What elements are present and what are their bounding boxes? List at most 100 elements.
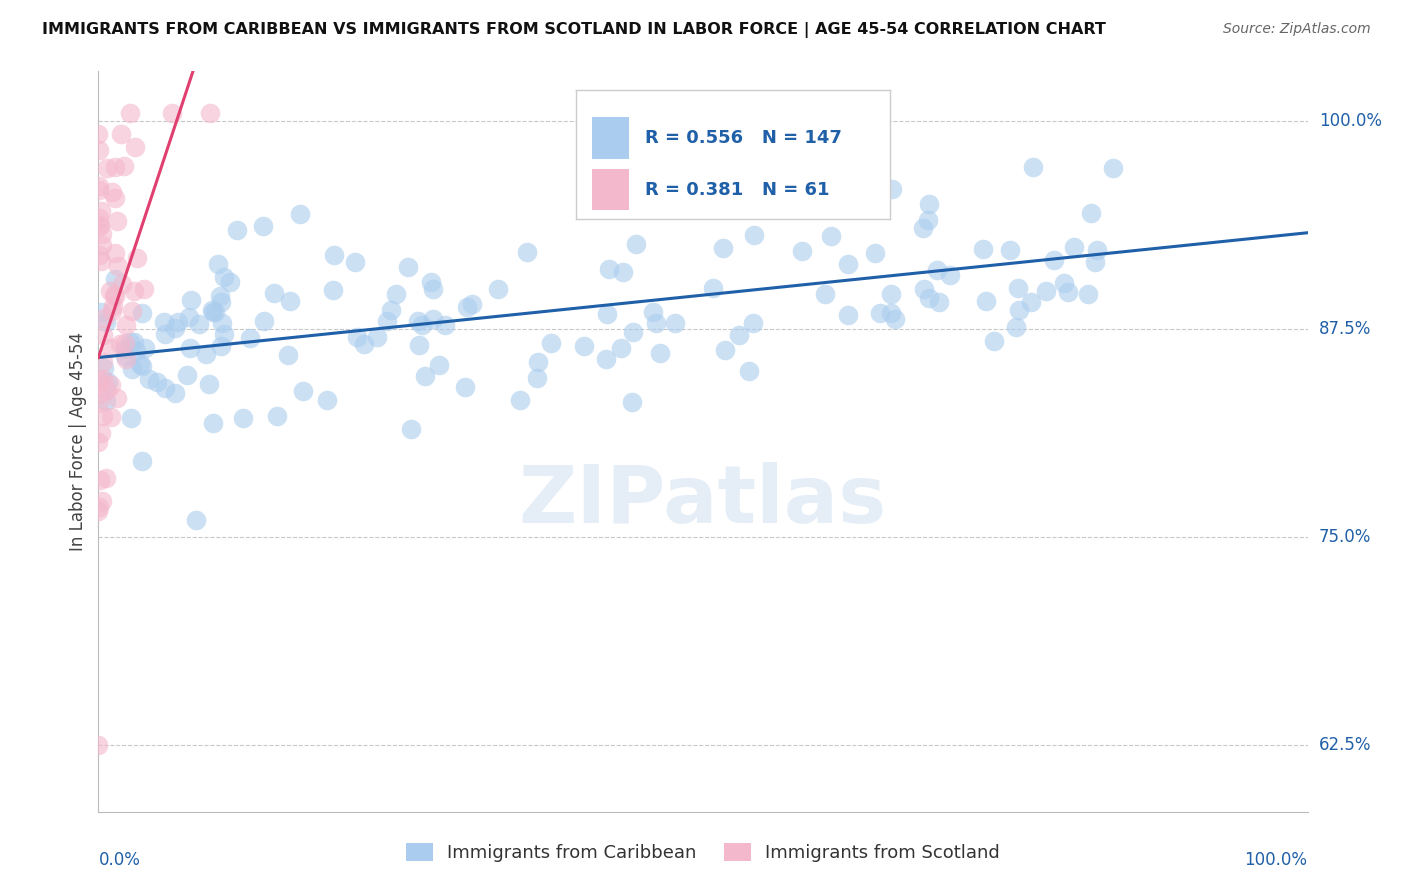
Point: [278, 294, 301, 309]
Point: [1019, 295, 1042, 310]
Point: [160, 106, 183, 120]
Point: [87, 738, 110, 752]
Point: [911, 221, 934, 235]
Point: [131, 359, 153, 373]
Point: [380, 303, 402, 318]
Point: [180, 293, 202, 307]
Point: [790, 244, 813, 259]
Text: 62.5%: 62.5%: [1319, 736, 1371, 754]
Point: [540, 335, 562, 350]
Point: [253, 314, 276, 328]
Text: ZIPatlas: ZIPatlas: [519, 462, 887, 540]
Point: [837, 308, 859, 322]
Point: [118, 106, 141, 120]
Point: [112, 159, 135, 173]
Point: [396, 260, 419, 274]
Point: [131, 454, 153, 468]
Point: [87, 211, 110, 226]
Point: [741, 316, 763, 330]
Text: 100.0%: 100.0%: [1319, 112, 1382, 130]
Point: [114, 349, 136, 363]
Point: [198, 377, 221, 392]
Point: [207, 257, 229, 271]
Point: [91, 328, 114, 343]
Point: [810, 164, 832, 178]
Point: [434, 318, 457, 332]
Point: [114, 351, 136, 366]
Point: [91, 238, 114, 252]
Point: [212, 270, 235, 285]
Point: [526, 371, 548, 385]
Point: [89, 473, 111, 487]
Point: [239, 331, 262, 345]
Point: [121, 362, 143, 376]
Point: [702, 281, 724, 295]
Text: 100.0%: 100.0%: [1244, 851, 1308, 869]
Point: [131, 306, 153, 320]
Point: [87, 248, 110, 262]
Point: [263, 286, 285, 301]
Point: [90, 203, 112, 218]
Point: [194, 347, 217, 361]
Point: [983, 334, 1005, 349]
Point: [163, 320, 186, 334]
Point: [100, 377, 122, 392]
Point: [110, 127, 132, 141]
Point: [94, 314, 117, 328]
Point: [291, 384, 314, 398]
Y-axis label: In Labor Force | Age 45-54: In Labor Force | Age 45-54: [69, 332, 87, 551]
Point: [620, 395, 643, 409]
Point: [918, 196, 941, 211]
Point: [98, 284, 121, 298]
Point: [124, 140, 146, 154]
Text: 75.0%: 75.0%: [1319, 528, 1371, 546]
Point: [202, 416, 225, 430]
Point: [461, 297, 484, 311]
Point: [115, 318, 138, 332]
Point: [104, 161, 127, 175]
Point: [91, 355, 114, 369]
Point: [202, 305, 225, 319]
Point: [422, 312, 444, 326]
Point: [641, 305, 664, 319]
Point: [1063, 240, 1085, 254]
Point: [89, 179, 111, 194]
Point: [187, 317, 209, 331]
Point: [87, 373, 110, 387]
Point: [917, 213, 939, 227]
Point: [1043, 253, 1066, 268]
Point: [1085, 243, 1108, 257]
Point: [184, 513, 207, 527]
Point: [1000, 244, 1022, 258]
Point: [176, 368, 198, 382]
Point: [97, 376, 120, 390]
Point: [1056, 285, 1078, 300]
Point: [101, 299, 124, 313]
Point: [118, 334, 141, 349]
Point: [728, 328, 751, 343]
Legend: Immigrants from Caribbean, Immigrants from Scotland: Immigrants from Caribbean, Immigrants fr…: [399, 836, 1007, 870]
Point: [198, 106, 221, 120]
Point: [266, 409, 288, 423]
Point: [96, 383, 118, 397]
Point: [711, 241, 734, 255]
Text: 0.0%: 0.0%: [98, 851, 141, 869]
Point: [882, 182, 904, 196]
Point: [322, 283, 344, 297]
Point: [650, 346, 672, 360]
Point: [153, 327, 176, 342]
Point: [209, 294, 232, 309]
Point: [104, 191, 127, 205]
Point: [624, 237, 647, 252]
Point: [456, 300, 478, 314]
Point: [738, 364, 761, 378]
Point: [411, 318, 433, 332]
Point: [209, 339, 232, 353]
Point: [454, 380, 477, 394]
Point: [869, 306, 891, 320]
Point: [108, 336, 131, 351]
Point: [814, 286, 837, 301]
Point: [252, 219, 274, 234]
Point: [87, 376, 110, 391]
Point: [91, 372, 114, 386]
